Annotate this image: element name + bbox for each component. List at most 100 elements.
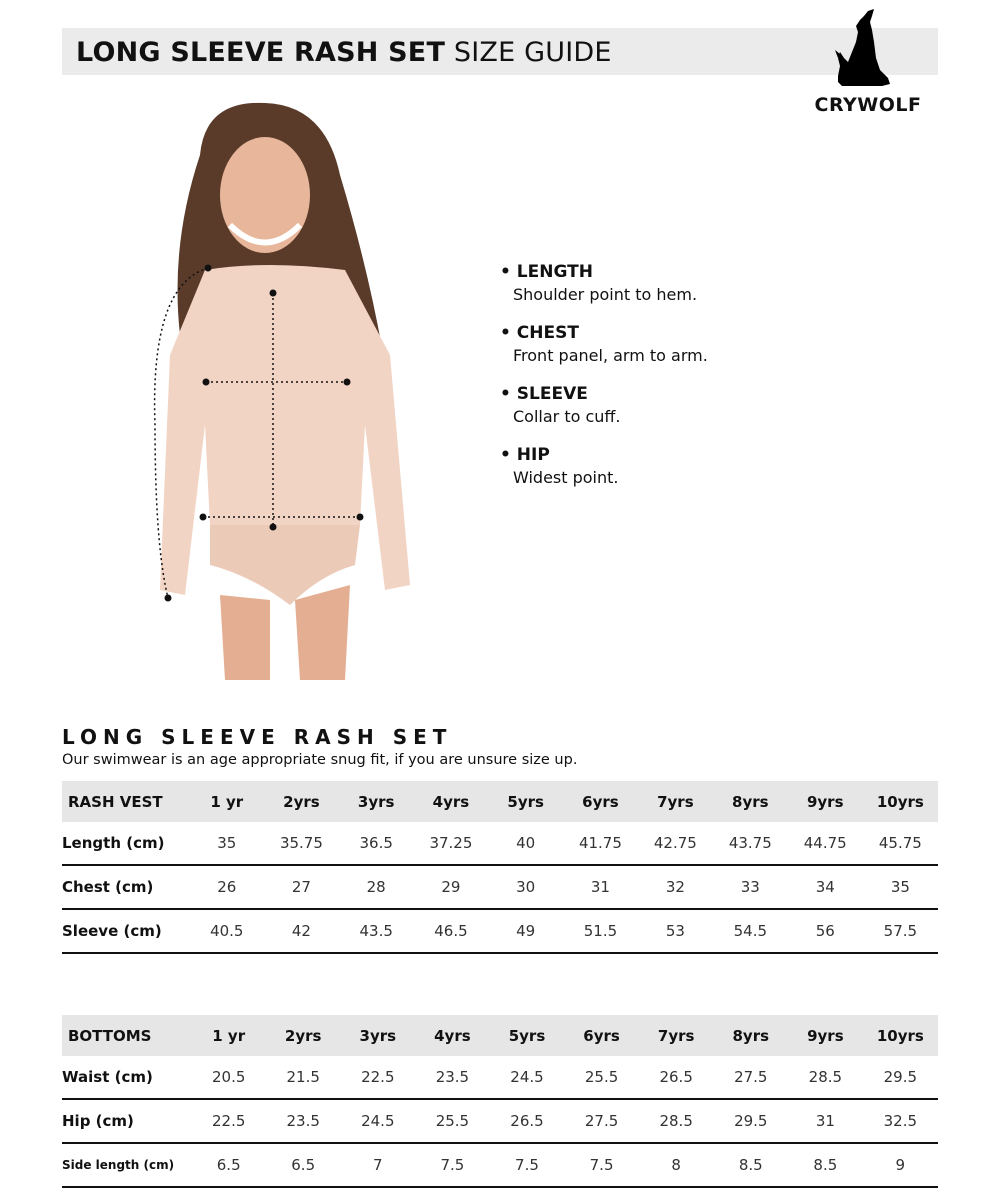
size-value: 27.5 (713, 1056, 789, 1100)
size-value: 49 (488, 909, 563, 954)
size-value: 23.5 (415, 1056, 490, 1100)
size-value: 42.75 (637, 822, 713, 866)
measurement-desc: Collar to cuff. (513, 407, 621, 426)
header-bar: LONG SLEEVE RASH SET SIZE GUIDE (62, 28, 938, 75)
size-value: 53 (637, 909, 713, 954)
measurement-sleeve: • SLEEVE Collar to cuff. (500, 384, 708, 426)
measurement-hip: • HIP Widest point. (500, 445, 708, 487)
size-value: 6.5 (191, 1143, 266, 1188)
size-value: 26.5 (638, 1056, 714, 1100)
size-value: 20.5 (191, 1056, 266, 1100)
size-value: 26.5 (489, 1099, 565, 1144)
size-value: 25.5 (415, 1099, 490, 1144)
size-value: 23.5 (265, 1099, 341, 1144)
size-header-cell: 1 yr (189, 781, 264, 822)
table-header-row: RASH VEST 1 yr 2yrs 3yrs 4yrs 5yrs 6yrs 7yrs 8yr… (62, 781, 938, 822)
measurement-desc: Shoulder point to hem. (513, 285, 698, 304)
size-value: 6.5 (265, 1143, 341, 1188)
measurement-title: • CHEST (500, 323, 579, 343)
size-value: 28 (338, 865, 414, 910)
size-header-cell: 2yrs (263, 781, 339, 822)
size-header-cell: 8yrs (712, 781, 788, 822)
size-value: 51.5 (562, 909, 638, 954)
measurement-length: • LENGTH Shoulder point to hem. (500, 262, 708, 304)
size-value: 35 (862, 865, 938, 910)
size-value: 35.75 (263, 822, 339, 866)
size-value: 27 (263, 865, 339, 910)
howling-wolf-icon (835, 9, 890, 86)
size-value: 54.5 (712, 909, 788, 954)
table-row: Side length (cm) 6.5 6.5 7 7.5 7.5 7.5 8 8.5 8.5 9 (62, 1143, 938, 1188)
row-label: Hip (cm) (62, 1099, 192, 1144)
size-value: 22.5 (191, 1099, 266, 1144)
table-row: Hip (cm) 22.5 23.5 24.5 25.5 26.5 27.5 28.5 29.5… (62, 1099, 938, 1144)
measurement-desc: Front panel, arm to arm. (513, 346, 708, 365)
size-value: 26 (189, 865, 264, 910)
size-header-cell: 7yrs (637, 781, 713, 822)
measurement-chest: • CHEST Front panel, arm to arm. (500, 323, 708, 365)
row-label: Waist (cm) (62, 1056, 192, 1100)
size-value: 40 (488, 822, 563, 866)
size-value: 28.5 (638, 1099, 714, 1144)
measurement-title: • SLEEVE (500, 384, 588, 404)
table-row: Chest (cm) 26 27 28 29 30 31 32 33 34 35 (62, 865, 938, 910)
size-value: 42 (263, 909, 339, 954)
size-value: 31 (562, 865, 638, 910)
size-value: 29.5 (862, 1056, 938, 1100)
size-value: 29 (413, 865, 489, 910)
size-value: 29.5 (713, 1099, 789, 1144)
section-title: LONG SLEEVE RASH SET (62, 725, 453, 749)
rash-vest-table: RASH VEST 1 yr 2yrs 3yrs 4yrs 5yrs 6yrs 7yrs 8yr… (62, 781, 938, 954)
row-label: Side length (cm) (62, 1143, 192, 1188)
size-header-cell: 10yrs (862, 781, 938, 822)
size-header-cell: 5yrs (489, 1015, 565, 1056)
size-value: 56 (787, 909, 863, 954)
table-title-cell: RASH VEST (62, 781, 190, 822)
size-header-cell: 6yrs (564, 1015, 639, 1056)
row-label: Chest (cm) (62, 865, 190, 910)
table-row: Sleeve (cm) 40.5 42 43.5 46.5 49 51.5 53 54.5 56 5… (62, 909, 938, 954)
size-value: 32 (637, 865, 713, 910)
size-header-cell: 9yrs (788, 1015, 863, 1056)
bottoms-table: BOTTOMS 1 yr 2yrs 3yrs 4yrs 5yrs 6yrs 7yrs 8yrs 9… (62, 1015, 938, 1188)
crywolf-logo: CRYWOLF (808, 8, 928, 118)
size-value: 57.5 (862, 909, 938, 954)
size-header-cell: 3yrs (340, 1015, 416, 1056)
size-value: 46.5 (413, 909, 489, 954)
size-value: 34 (787, 865, 863, 910)
size-value: 43.5 (338, 909, 414, 954)
model-photo (130, 95, 450, 685)
size-value: 32.5 (862, 1099, 938, 1144)
size-value: 7 (340, 1143, 416, 1188)
size-value: 43.75 (712, 822, 788, 866)
size-header-cell: 10yrs (862, 1015, 938, 1056)
size-value: 8 (638, 1143, 714, 1188)
size-value: 41.75 (562, 822, 638, 866)
size-value: 30 (488, 865, 563, 910)
row-label: Length (cm) (62, 822, 190, 866)
size-value: 7.5 (415, 1143, 490, 1188)
size-header-cell: 4yrs (413, 781, 489, 822)
table-row: Length (cm) 35 35.75 36.5 37.25 40 41.75 42.75 4… (62, 822, 938, 866)
size-value: 8.5 (713, 1143, 789, 1188)
size-value: 35 (189, 822, 264, 866)
size-value: 37.25 (413, 822, 489, 866)
size-value: 28.5 (788, 1056, 863, 1100)
size-header-cell: 6yrs (562, 781, 638, 822)
size-value: 44.75 (787, 822, 863, 866)
title-bold: LONG SLEEVE RASH SET (76, 37, 446, 68)
title-light: SIZE GUIDE (453, 37, 612, 68)
row-label: Sleeve (cm) (62, 909, 190, 954)
measurement-guide: • LENGTH Shoulder point to hem. • CHEST … (500, 262, 708, 506)
table-header-row: BOTTOMS 1 yr 2yrs 3yrs 4yrs 5yrs 6yrs 7yrs 8yrs 9… (62, 1015, 938, 1056)
measurement-title: • LENGTH (500, 262, 593, 282)
size-header-cell: 2yrs (265, 1015, 341, 1056)
size-value: 9 (862, 1143, 938, 1188)
size-header-cell: 3yrs (338, 781, 414, 822)
size-value: 8.5 (788, 1143, 863, 1188)
size-header-cell: 4yrs (415, 1015, 490, 1056)
size-header-cell: 8yrs (713, 1015, 789, 1056)
size-value: 24.5 (489, 1056, 565, 1100)
section-subtitle: Our swimwear is an age appropriate snug … (62, 752, 578, 768)
